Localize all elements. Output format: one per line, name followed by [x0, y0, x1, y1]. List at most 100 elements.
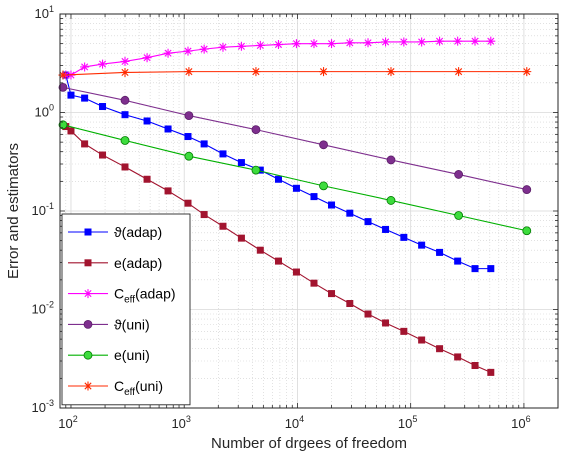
- data-point: [454, 67, 464, 77]
- legend-entry: e(uni): [68, 347, 150, 363]
- legend-entry: Ceff(adap): [68, 286, 176, 306]
- data-point: [237, 159, 245, 167]
- data-point: [436, 248, 444, 256]
- y-tick-label: 10-3: [32, 398, 54, 415]
- legend-box: [61, 213, 191, 406]
- data-point: [256, 246, 264, 254]
- data-point: [58, 120, 68, 130]
- data-point: [418, 241, 426, 249]
- data-point: [346, 300, 354, 308]
- data-point: [58, 70, 68, 80]
- data-point: [328, 290, 336, 298]
- data-point: [454, 211, 464, 220]
- x-tick-labels: 102 103 104 105 106: [58, 414, 530, 431]
- series-5: [58, 67, 532, 80]
- data-point: [67, 127, 75, 135]
- data-point: [522, 67, 532, 77]
- data-point: [163, 48, 173, 58]
- data-point: [184, 151, 194, 161]
- data-point: [454, 353, 462, 361]
- data-point: [219, 150, 227, 158]
- data-point: [251, 165, 261, 175]
- legend: ϑ(adap) e(adap) Ceff(adap) ϑ(uni) e(uni) Ce…: [61, 213, 191, 406]
- x-tick-label: 102: [58, 414, 77, 431]
- legend-entry: e(adap): [68, 255, 162, 271]
- data-point: [418, 336, 426, 344]
- data-point: [274, 175, 282, 183]
- data-point: [291, 39, 301, 49]
- data-point: [120, 95, 130, 105]
- legend-label: Ceff(adap): [114, 286, 176, 306]
- data-point: [327, 39, 337, 49]
- data-point: [319, 181, 328, 191]
- data-point: [237, 234, 245, 242]
- data-point: [121, 163, 129, 171]
- legend-marker: [83, 289, 93, 299]
- data-point: [292, 268, 300, 276]
- legend-entry: Ceff(uni): [68, 378, 163, 398]
- y-tick-label: 101: [35, 4, 54, 21]
- data-point: [486, 36, 496, 46]
- data-point: [120, 136, 130, 145]
- data-point: [454, 257, 462, 265]
- data-point: [386, 67, 396, 77]
- data-point: [98, 59, 108, 69]
- data-point: [436, 345, 444, 353]
- data-point: [364, 218, 372, 226]
- data-point: [319, 140, 328, 150]
- data-point: [471, 362, 479, 370]
- data-point: [121, 111, 129, 119]
- data-point: [200, 140, 208, 148]
- x-tick-label: 105: [398, 414, 417, 431]
- data-point: [386, 196, 396, 205]
- data-point: [273, 40, 283, 50]
- data-point: [522, 226, 532, 236]
- legend-entry: ϑ(uni): [68, 316, 150, 332]
- legend-marker: [84, 259, 92, 267]
- data-point: [99, 103, 107, 111]
- data-point: [435, 36, 445, 46]
- data-point: [120, 56, 130, 66]
- data-point: [382, 225, 390, 233]
- y-axis-label: Error and estimators: [5, 143, 22, 279]
- series-0: [62, 71, 495, 273]
- series-line: [62, 71, 527, 76]
- legend-marker: [83, 319, 93, 329]
- data-point: [67, 91, 75, 99]
- y-tick-labels: 10-3 10-2 10-1 100 101: [32, 4, 54, 415]
- data-point: [386, 155, 396, 165]
- data-point: [381, 37, 391, 47]
- series-2: [61, 36, 496, 80]
- data-point: [184, 133, 192, 141]
- series-layer: [58, 36, 532, 376]
- data-point: [274, 257, 282, 265]
- data-point: [184, 111, 194, 121]
- data-point: [164, 125, 172, 133]
- legend-entry: ϑ(adap): [68, 224, 162, 240]
- series-3: [58, 82, 532, 194]
- data-point: [399, 37, 409, 47]
- y-tick-label: 100: [35, 103, 54, 120]
- series-line: [62, 86, 527, 191]
- legend-label: e(uni): [114, 347, 150, 363]
- data-point: [345, 38, 355, 48]
- data-point: [143, 117, 151, 125]
- data-point: [99, 151, 107, 159]
- legend-marker: [83, 381, 93, 391]
- data-point: [164, 187, 172, 195]
- data-point: [236, 41, 246, 51]
- legend-label: ϑ(adap): [114, 224, 162, 240]
- data-point: [255, 40, 265, 50]
- data-point: [184, 199, 192, 207]
- legend-marker: [83, 350, 93, 360]
- data-point: [184, 67, 194, 77]
- axis-ticks: [59, 13, 559, 409]
- series-line: [62, 124, 527, 232]
- data-point: [382, 319, 390, 327]
- data-point: [199, 44, 209, 54]
- data-point: [80, 62, 90, 72]
- data-point: [319, 67, 329, 77]
- data-point: [142, 53, 152, 63]
- data-point: [219, 222, 227, 230]
